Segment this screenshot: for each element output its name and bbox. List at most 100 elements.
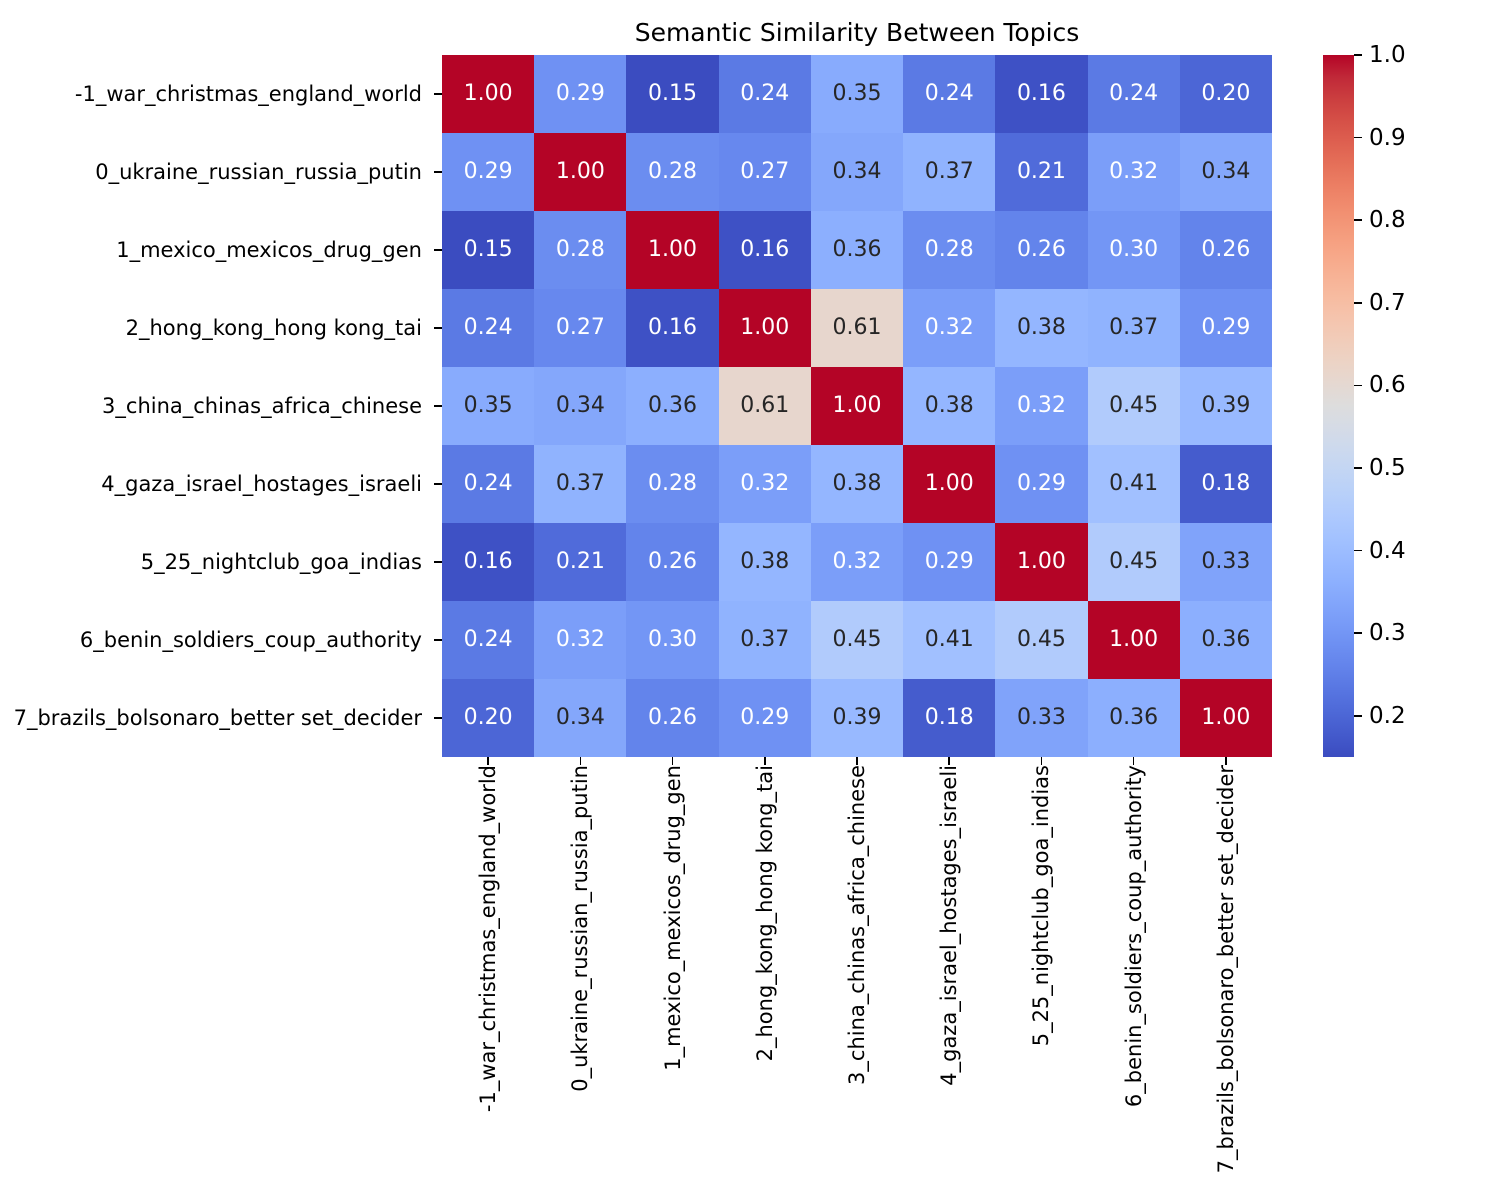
heatmap-cell: 0.37 — [718, 601, 811, 679]
cell-value: 0.38 — [740, 549, 790, 574]
cell-value: 0.27 — [555, 315, 605, 340]
cell-value: 0.20 — [463, 705, 513, 730]
heatmap-cell: 0.24 — [1087, 55, 1180, 133]
colorbar-tick-mark — [1354, 219, 1362, 221]
heatmap-cell: 0.39 — [1179, 367, 1272, 445]
heatmap-cell: 1.00 — [903, 445, 996, 523]
heatmap-cell: 0.38 — [903, 367, 996, 445]
heatmap-cell: 0.45 — [1087, 523, 1180, 601]
cell-value: 0.37 — [740, 627, 790, 652]
colorbar-tick: 0.7 — [1354, 290, 1406, 316]
cell-value: 1.00 — [1016, 549, 1066, 574]
cell-value: 0.24 — [463, 627, 513, 652]
cell-value: 0.45 — [1109, 549, 1159, 574]
cell-value: 0.61 — [832, 315, 882, 340]
colorbar-tick: 0.3 — [1354, 620, 1406, 646]
heatmap-cell: 0.15 — [442, 211, 535, 289]
cell-value: 0.39 — [832, 705, 882, 730]
colorbar-tick-label: 0.4 — [1369, 537, 1406, 564]
heatmap-cell: 0.18 — [1179, 445, 1272, 523]
heatmap-cell: 0.29 — [995, 445, 1088, 523]
heatmap-cell: 0.38 — [995, 289, 1088, 367]
colorbar-tick-label: 0.5 — [1369, 454, 1406, 481]
cell-value: 1.00 — [740, 315, 790, 340]
heatmap-cell: 1.00 — [1179, 679, 1272, 757]
heatmap-cell: 0.45 — [810, 601, 904, 679]
colorbar — [1323, 55, 1354, 757]
y-axis-tick-label: 7_brazils_bolsonaro_better set_decider — [13, 706, 422, 730]
cell-value: 0.21 — [1016, 159, 1066, 184]
x-axis-tick-mark — [995, 757, 1087, 765]
heatmap-cell: 0.36 — [810, 211, 904, 289]
cell-value: 0.24 — [740, 81, 790, 106]
cell-value: 0.16 — [463, 549, 513, 574]
heatmap-cell: 0.32 — [995, 367, 1088, 445]
heatmap-cell: 0.37 — [903, 133, 996, 211]
cell-value: 1.00 — [1109, 627, 1159, 652]
heatmap-cell: 0.24 — [903, 55, 996, 133]
heatmap-cell: 1.00 — [1087, 601, 1180, 679]
cell-value: 0.37 — [924, 159, 974, 184]
heatmap-cell: 0.33 — [1179, 523, 1272, 601]
heatmap-cell: 0.27 — [534, 289, 627, 367]
heatmap-cell: 0.34 — [1179, 133, 1272, 211]
heatmap-cell: 0.26 — [1179, 211, 1272, 289]
cell-value: 0.29 — [555, 81, 605, 106]
y-axis-tick-label: 5_25_nightclub_goa_indias — [140, 550, 422, 574]
heatmap-cell: 0.32 — [810, 523, 904, 601]
cell-value: 1.00 — [1201, 705, 1251, 730]
y-axis-tick-mark — [434, 367, 442, 445]
cell-value: 1.00 — [555, 159, 605, 184]
cell-value: 0.18 — [924, 705, 974, 730]
x-axis-label-slot: -1_war_christmas_england_world — [442, 765, 534, 1195]
heatmap-cell: 0.35 — [810, 55, 904, 133]
heatmap-cell: 1.00 — [442, 55, 535, 133]
heatmap-cell: 0.34 — [534, 679, 627, 757]
y-axis-tick-label: 3_china_chinas_africa_chinese — [102, 394, 422, 418]
x-axis-tick-label: 2_hong_kong_hong kong_tai — [752, 765, 777, 1062]
y-axis-labels: -1_war_christmas_england_world 0_ukraine_… — [0, 55, 428, 757]
cell-value: 0.36 — [1201, 627, 1251, 652]
x-axis-label-slot: 3_china_chinas_africa_chinese — [811, 765, 903, 1195]
x-axis-label-slot: 5_25_nightclub_goa_indias — [995, 765, 1087, 1195]
cell-value: 0.29 — [463, 159, 513, 184]
heatmap-cell: 0.32 — [1087, 133, 1180, 211]
y-axis-tick-label: 6_benin_soldiers_coup_authority — [79, 628, 422, 652]
colorbar-tick: 0.8 — [1354, 207, 1406, 233]
heatmap-cell: 0.39 — [810, 679, 904, 757]
cell-value: 0.29 — [1016, 471, 1066, 496]
heatmap-cell: 0.34 — [534, 367, 627, 445]
cell-value: 0.24 — [924, 81, 974, 106]
heatmap-cell: 0.41 — [1087, 445, 1180, 523]
heatmap-cell: 0.24 — [718, 55, 811, 133]
heatmap-cell: 0.29 — [718, 679, 811, 757]
cell-value: 0.32 — [555, 627, 605, 652]
colorbar-tick-label: 0.3 — [1369, 620, 1406, 647]
colorbar-tick-mark — [1354, 632, 1362, 634]
colorbar-tick-labels: 0.2 0.3 0.4 0.5 0.6 0.7 0.8 0.9 1.0 — [1354, 42, 1434, 757]
heatmap-cell: 0.34 — [810, 133, 904, 211]
x-axis-label-slot: 0_ukraine_russian_russia_putin — [534, 765, 626, 1195]
heatmap-cell: 0.28 — [626, 133, 719, 211]
cell-value: 0.39 — [1201, 393, 1251, 418]
heatmap-cell: 0.26 — [626, 523, 719, 601]
heatmap-cell: 0.32 — [903, 289, 996, 367]
heatmap-cell: 0.24 — [442, 289, 535, 367]
heatmap-cell: 0.21 — [534, 523, 627, 601]
cell-value: 0.28 — [648, 159, 698, 184]
heatmap-cell: 0.16 — [718, 211, 811, 289]
x-axis-tick-label: 1_mexico_mexicos_drug_gen — [660, 765, 685, 1071]
cell-value: 0.41 — [1109, 471, 1159, 496]
x-axis-label-slot: 6_benin_soldiers_coup_authority — [1088, 765, 1180, 1195]
heatmap-grid: 1.00 0.29 0.15 0.24 0.35 0.24 0.16 0.24 0.20 0.29… — [442, 55, 1272, 757]
heatmap-cell: 0.16 — [442, 523, 535, 601]
colorbar-tick-mark — [1354, 54, 1362, 56]
cell-value: 0.26 — [648, 705, 698, 730]
cell-value: 0.33 — [1201, 549, 1251, 574]
y-axis-tick-mark — [434, 601, 442, 679]
cell-value: 0.36 — [648, 393, 698, 418]
heatmap-cell: 0.37 — [1087, 289, 1180, 367]
y-axis-tick-mark — [434, 289, 442, 367]
cell-value: 0.41 — [924, 627, 974, 652]
cell-value: 0.34 — [555, 705, 605, 730]
